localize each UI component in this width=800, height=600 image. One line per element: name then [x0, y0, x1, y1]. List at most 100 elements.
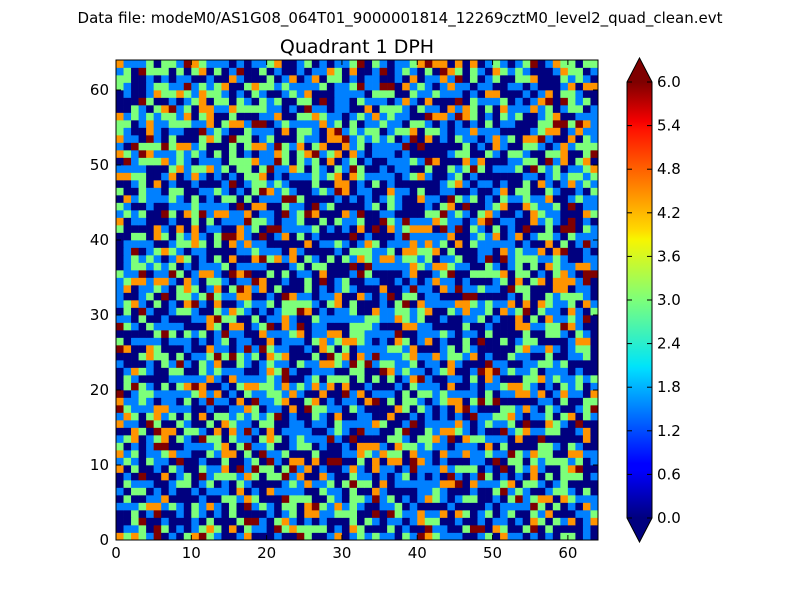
heatmap-cell [364, 472, 373, 481]
heatmap-cell [191, 120, 200, 128]
heatmap-cell [507, 480, 516, 488]
heatmap-cell [266, 292, 275, 301]
heatmap-cell [477, 232, 486, 241]
heatmap-cell [522, 472, 531, 481]
heatmap-cell [319, 532, 328, 541]
heatmap-cell [289, 345, 298, 353]
heatmap-cell [304, 405, 313, 413]
heatmap-cell [176, 262, 185, 271]
heatmap-cell [123, 435, 132, 443]
heatmap-cell [131, 285, 139, 293]
heatmap-cell [131, 97, 139, 106]
heatmap-cell [266, 382, 275, 391]
heatmap-cell [432, 60, 441, 68]
heatmap-cell [552, 457, 561, 466]
heatmap-cell [311, 532, 320, 541]
heatmap-cell [206, 337, 215, 346]
heatmap-cell [500, 420, 508, 428]
heatmap-cell [146, 345, 155, 353]
heatmap-cell [138, 247, 147, 256]
heatmap-cell [439, 195, 448, 203]
heatmap-cell [402, 157, 411, 166]
heatmap-cell [507, 405, 516, 413]
heatmap-cell [590, 262, 599, 271]
heatmap-cell [168, 322, 177, 331]
heatmap-cell [304, 307, 313, 316]
heatmap-cell [319, 150, 328, 158]
heatmap-cell [281, 412, 290, 421]
heatmap-cell [387, 465, 396, 473]
heatmap-cell [590, 187, 599, 196]
heatmap-cell [266, 487, 275, 496]
heatmap-cell [492, 165, 501, 173]
heatmap-cell [341, 180, 350, 188]
heatmap-cell [439, 487, 448, 496]
heatmap-cell [500, 405, 508, 413]
heatmap-cell [552, 465, 561, 473]
heatmap-cell [326, 277, 335, 286]
heatmap-cell [575, 330, 584, 338]
heatmap-cell [545, 157, 554, 166]
heatmap-cell [560, 247, 569, 256]
heatmap-cell [402, 315, 411, 323]
heatmap-cell [274, 232, 283, 241]
colorbar-extend-max [627, 58, 652, 82]
heatmap-cell [289, 60, 298, 68]
heatmap-cell [552, 525, 561, 533]
heatmap-cell [507, 420, 516, 428]
heatmap-cell [311, 270, 320, 278]
heatmap-cell [582, 322, 591, 331]
heatmap-cell [236, 442, 245, 451]
heatmap-cell [289, 352, 298, 361]
heatmap-cell [462, 277, 471, 286]
heatmap-cell [485, 210, 493, 218]
heatmap-cell [417, 67, 426, 76]
heatmap-cell [274, 82, 283, 91]
heatmap-cell [424, 352, 433, 361]
heatmap-cell [334, 330, 343, 338]
heatmap-cell [462, 532, 471, 541]
heatmap-cell [259, 247, 267, 256]
heatmap-cell [439, 105, 448, 113]
heatmap-cell [116, 412, 124, 421]
heatmap-cell [296, 157, 305, 166]
heatmap-cell [153, 255, 162, 263]
heatmap-cell [530, 510, 539, 518]
heatmap-cell [454, 405, 463, 413]
heatmap-cell [191, 202, 200, 211]
heatmap-cell [296, 150, 305, 158]
heatmap-cell [372, 465, 380, 473]
x-tick-label: 40 [408, 544, 427, 562]
heatmap-cell [183, 157, 192, 166]
heatmap-cell [183, 270, 192, 278]
heatmap-cell [364, 195, 373, 203]
heatmap-cell [552, 157, 561, 166]
heatmap-cell [469, 405, 478, 413]
heatmap-cell [191, 262, 200, 271]
heatmap-cell [394, 345, 403, 353]
heatmap-cell [469, 450, 478, 458]
heatmap-cell [469, 105, 478, 113]
heatmap-cell [469, 300, 478, 308]
heatmap-cell [319, 412, 328, 421]
heatmap-cell [582, 390, 591, 398]
heatmap-cell [552, 135, 561, 143]
heatmap-cell [432, 315, 441, 323]
heatmap-cell [251, 75, 260, 83]
heatmap-cell [311, 435, 320, 443]
heatmap-cell [168, 127, 177, 136]
heatmap-cell [244, 442, 252, 451]
heatmap-cell [228, 337, 237, 346]
heatmap-cell [221, 375, 230, 383]
heatmap-cell [334, 300, 343, 308]
heatmap-cell [153, 330, 162, 338]
heatmap-cell [304, 420, 313, 428]
heatmap-cell [424, 262, 433, 271]
heatmap-cell [274, 435, 283, 443]
heatmap-cell [447, 390, 456, 398]
heatmap-cell [379, 405, 388, 413]
heatmap-cell [161, 352, 170, 361]
heatmap-cell [168, 382, 177, 391]
heatmap-cell [161, 172, 170, 181]
heatmap-cell [146, 450, 155, 458]
